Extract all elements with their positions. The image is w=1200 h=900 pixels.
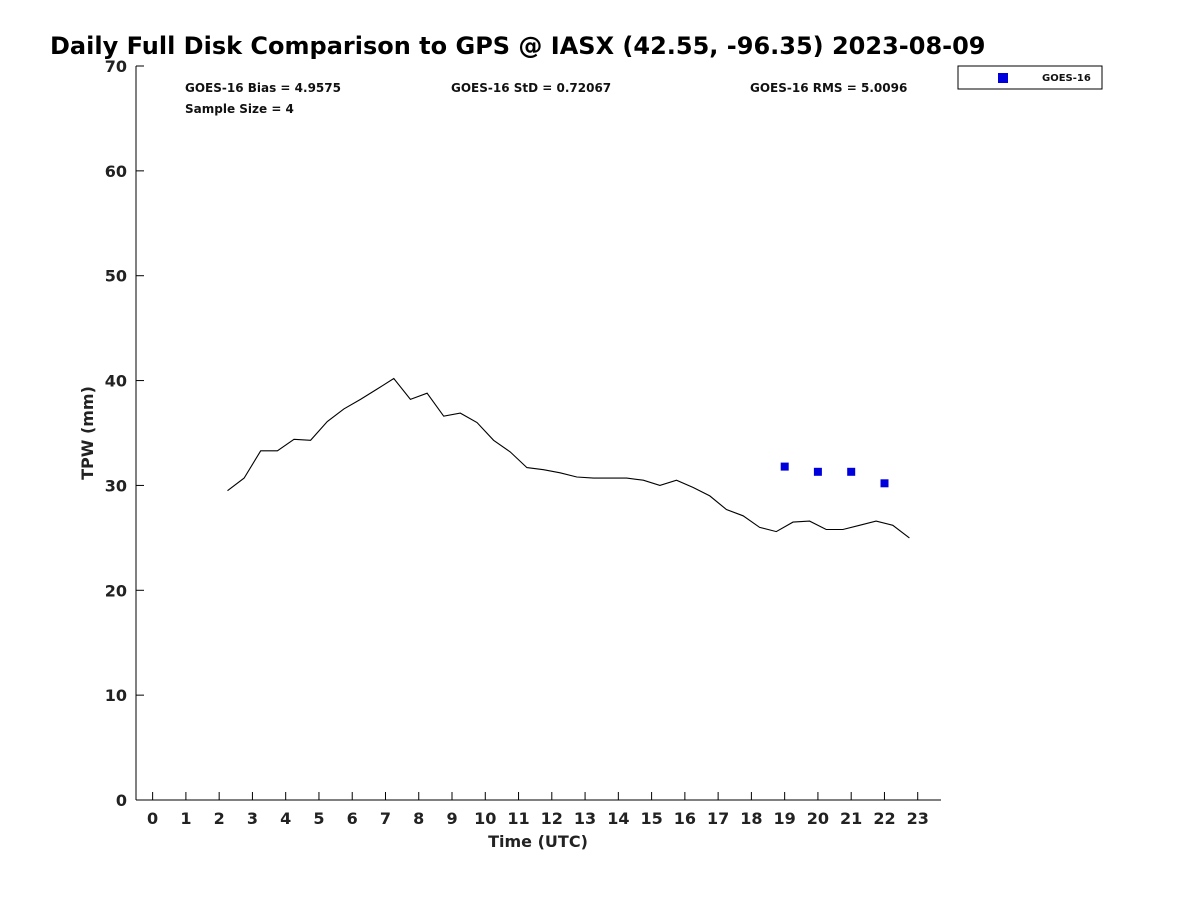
goes16-point bbox=[813, 467, 822, 476]
y-tick-label: 40 bbox=[105, 372, 127, 391]
stat-rms: GOES-16 RMS = 5.0096 bbox=[750, 81, 907, 95]
x-tick-label: 12 bbox=[541, 809, 563, 828]
x-tick-label: 19 bbox=[774, 809, 796, 828]
stat-sample-size: Sample Size = 4 bbox=[185, 102, 294, 116]
y-tick-label: 10 bbox=[105, 686, 127, 705]
y-tick-label: 0 bbox=[116, 791, 127, 810]
legend-label-goes16: GOES-16 bbox=[1042, 73, 1091, 84]
goes16-series bbox=[780, 462, 889, 488]
chart-title: Daily Full Disk Comparison to GPS @ IASX… bbox=[50, 32, 986, 60]
x-tick-label: 22 bbox=[873, 809, 895, 828]
y-tick-label: 20 bbox=[105, 581, 127, 600]
x-tick-label: 21 bbox=[840, 809, 862, 828]
x-tick-label: 10 bbox=[474, 809, 496, 828]
y-axis-label: TPW (mm) bbox=[78, 386, 97, 480]
goes16-point bbox=[847, 467, 856, 476]
x-tick-label: 6 bbox=[347, 809, 358, 828]
y-tick-label: 50 bbox=[105, 267, 127, 286]
x-tick-label: 23 bbox=[907, 809, 929, 828]
x-axis-label: Time (UTC) bbox=[488, 832, 588, 851]
y-tick-label: 30 bbox=[105, 476, 127, 495]
x-tick-label: 18 bbox=[740, 809, 762, 828]
x-tick-label: 11 bbox=[507, 809, 529, 828]
y-ticks: 0 10 20 30 40 50 60 70 bbox=[105, 57, 144, 810]
x-tick-label: 14 bbox=[607, 809, 629, 828]
x-tick-label: 7 bbox=[380, 809, 391, 828]
stat-bias: GOES-16 Bias = 4.9575 bbox=[185, 81, 341, 95]
x-tick-label: 17 bbox=[707, 809, 729, 828]
legend-box bbox=[957, 65, 1103, 90]
x-tick-label: 16 bbox=[674, 809, 696, 828]
x-tick-label: 5 bbox=[313, 809, 324, 828]
y-tick-label: 60 bbox=[105, 162, 127, 181]
x-tick-label: 0 bbox=[147, 809, 158, 828]
x-tick-label: 13 bbox=[574, 809, 596, 828]
x-tick-label: 8 bbox=[413, 809, 424, 828]
y-tick-label: 70 bbox=[105, 57, 127, 76]
x-tick-label: 9 bbox=[446, 809, 457, 828]
x-tick-label: 4 bbox=[280, 809, 291, 828]
x-tick-label: 20 bbox=[807, 809, 829, 828]
x-tick-label: 15 bbox=[640, 809, 662, 828]
axes bbox=[135, 66, 941, 801]
legend: GOES-16 bbox=[957, 65, 1103, 90]
goes16-point bbox=[780, 462, 789, 471]
stat-std: GOES-16 StD = 0.72067 bbox=[451, 81, 611, 95]
x-ticks: 0 1 2 3 4 5 6 7 8 9 10 11 12 13 14 15 16 17 18 19 20 21 22 23 bbox=[147, 792, 929, 828]
x-tick-label: 1 bbox=[180, 809, 191, 828]
gps-series bbox=[227, 377, 910, 539]
x-tick-label: 2 bbox=[214, 809, 225, 828]
legend-marker-goes16 bbox=[998, 73, 1008, 83]
x-tick-label: 3 bbox=[247, 809, 258, 828]
gps-tpw-line bbox=[227, 377, 910, 539]
goes16-point bbox=[880, 479, 889, 488]
